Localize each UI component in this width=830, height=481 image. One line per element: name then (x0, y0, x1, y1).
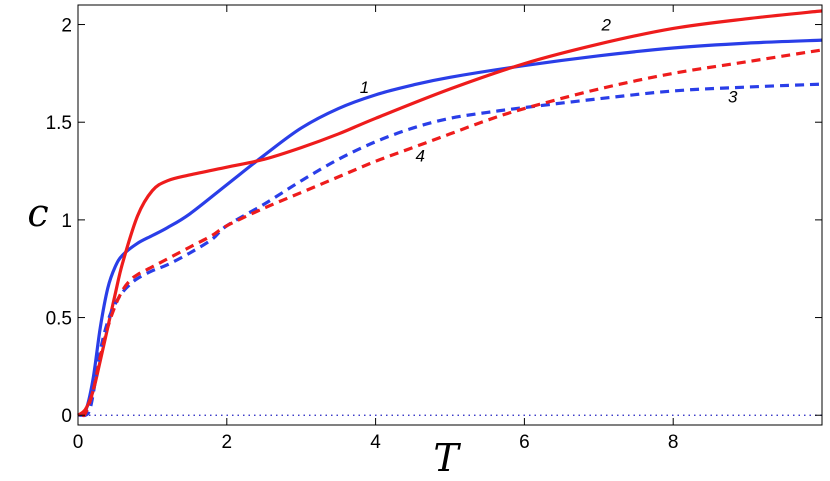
x-tick-label: 2 (222, 432, 233, 453)
plot-area (78, 5, 822, 425)
curves-group (77, 9, 823, 418)
y-axis-ticks: 0 0.5 1 1.5 2 (46, 16, 822, 427)
x-axis-label: T (433, 436, 461, 480)
y-tick-label: 1.5 (46, 113, 72, 134)
x-tick-label: 8 (668, 432, 679, 453)
x-tick-label: 4 (370, 432, 381, 453)
y-tick-label: 2 (61, 16, 72, 37)
y-axis-label: c (27, 191, 48, 235)
curve-1 (77, 38, 823, 417)
curve-label-2: 2 (601, 15, 612, 34)
plot-frame (77, 4, 823, 426)
curve-label-3: 3 (728, 88, 738, 107)
curve-4 (80, 48, 823, 418)
x-axis-ticks: 0 2 4 6 8 (73, 5, 679, 453)
x-tick-label: 6 (519, 432, 530, 453)
curve-label-1: 1 (360, 78, 369, 97)
x-tick-label: 0 (73, 432, 84, 453)
curve-label-4: 4 (416, 146, 425, 165)
curve-3 (81, 82, 823, 418)
y-tick-label: 0 (61, 406, 72, 427)
curve-labels-group: 1 2 3 4 (360, 15, 738, 165)
y-tick-label: 0.5 (46, 309, 72, 330)
y-tick-label: 1 (61, 211, 72, 232)
